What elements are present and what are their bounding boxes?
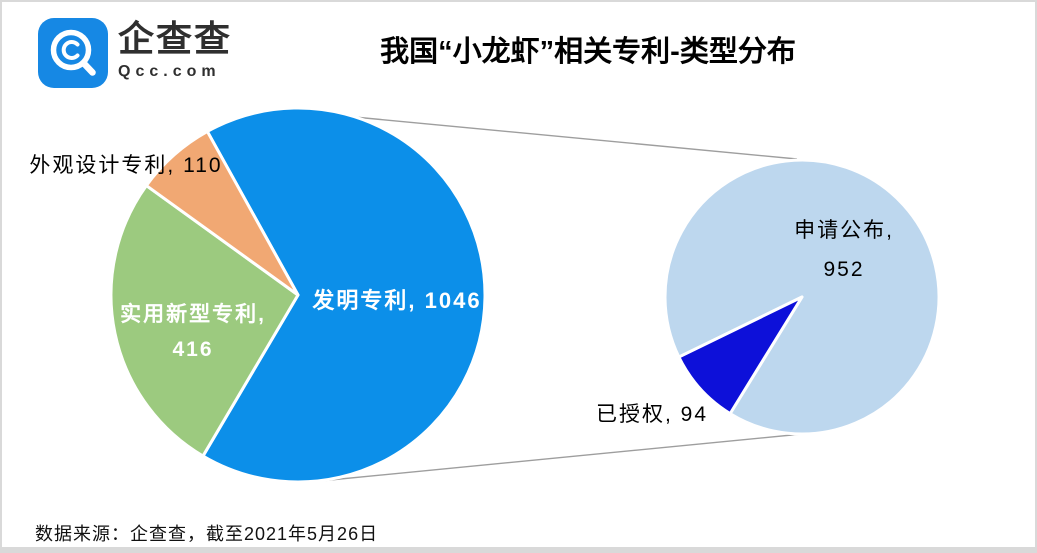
- utility-slice-label-line2: 416: [172, 338, 214, 361]
- brand-text: 企查查 Qcc.com: [118, 19, 232, 81]
- magnifier-q-icon: [50, 29, 96, 76]
- brand-name: 企查查: [118, 18, 233, 59]
- series-connector-line-top: [311, 112, 798, 160]
- utility-slice-label: 实用新型专利, 416: [120, 297, 266, 367]
- secondary-pie-slice-granted: [677, 295, 804, 416]
- publication-slice-label-line1: 申请公布,: [794, 219, 894, 242]
- main-pie-slice-utility: [109, 184, 300, 458]
- series-connector-line-bottom: [319, 433, 803, 482]
- data-source-note: 数据来源：企查查，截至2021年5月26日: [35, 524, 379, 544]
- design-slice-label: 外观设计专利, 110: [29, 154, 223, 177]
- publication-slice-label: 申请公布, 952: [794, 211, 894, 289]
- main-pie-slice-invention: [201, 106, 487, 484]
- invention-slice-label: 发明专利, 1046: [312, 288, 482, 313]
- page-title: 我国“小龙虾”相关专利-类型分布: [380, 36, 796, 68]
- qcc-logo: [38, 18, 108, 88]
- granted-slice-label: 已授权, 94: [595, 403, 709, 426]
- main-pie-slice-design: [144, 129, 300, 297]
- publication-slice-label-line2: 952: [823, 258, 865, 281]
- brand-domain: Qcc.com: [118, 63, 221, 80]
- utility-slice-label-line1: 实用新型专利,: [120, 303, 266, 326]
